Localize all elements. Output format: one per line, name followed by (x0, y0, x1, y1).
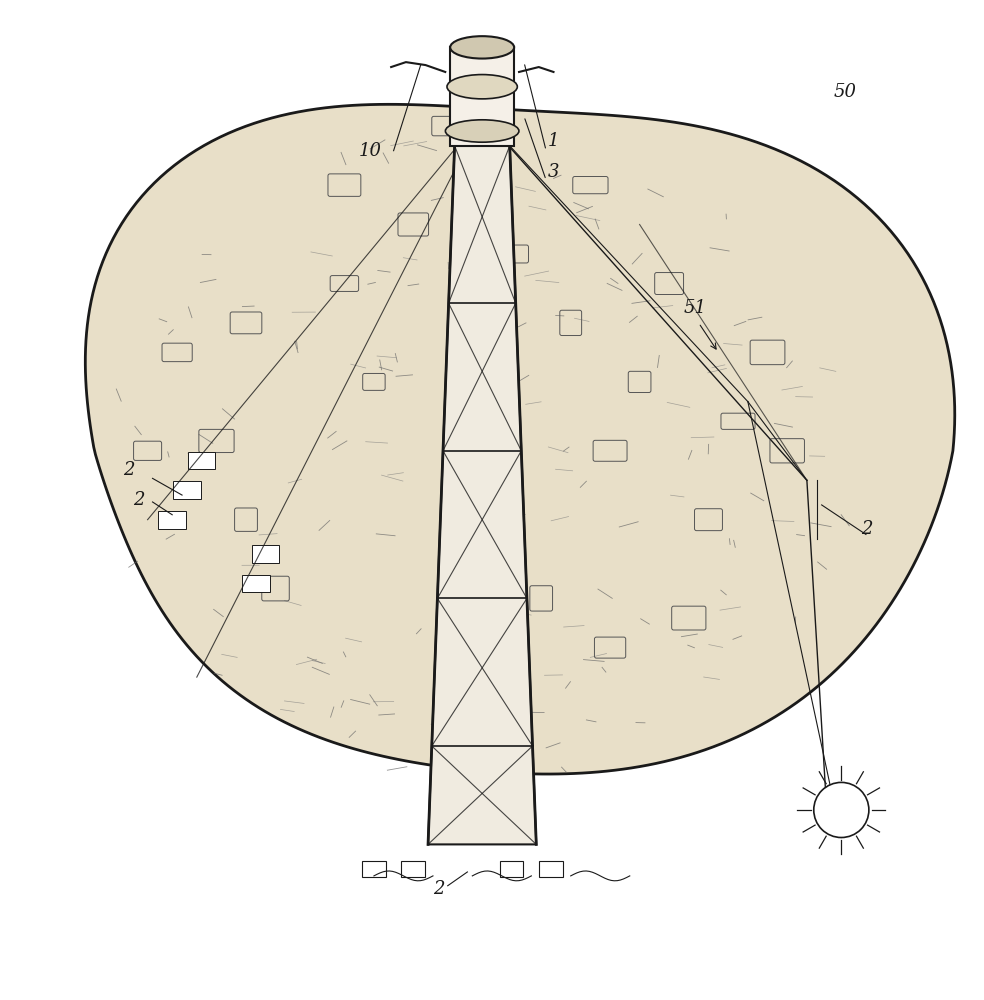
Bar (401, 861, 425, 877)
Ellipse shape (446, 120, 519, 142)
Text: 51: 51 (684, 299, 707, 317)
Bar (173, 481, 201, 499)
Ellipse shape (447, 75, 518, 99)
Bar (362, 861, 386, 877)
Circle shape (814, 782, 869, 838)
FancyBboxPatch shape (451, 47, 514, 146)
Text: 2: 2 (133, 491, 145, 509)
Bar (539, 861, 563, 877)
Text: 1: 1 (548, 132, 560, 150)
Bar (158, 511, 186, 529)
Text: 2: 2 (861, 520, 873, 538)
Text: 2: 2 (123, 461, 135, 479)
Bar (252, 545, 279, 563)
Polygon shape (428, 146, 536, 844)
Bar (242, 575, 270, 592)
Text: 10: 10 (359, 142, 382, 160)
Text: 50: 50 (833, 83, 856, 101)
Polygon shape (86, 104, 954, 774)
Bar (188, 452, 215, 469)
Text: 3: 3 (548, 163, 560, 181)
Bar (500, 861, 523, 877)
Text: 2: 2 (433, 880, 445, 898)
Ellipse shape (450, 36, 514, 59)
